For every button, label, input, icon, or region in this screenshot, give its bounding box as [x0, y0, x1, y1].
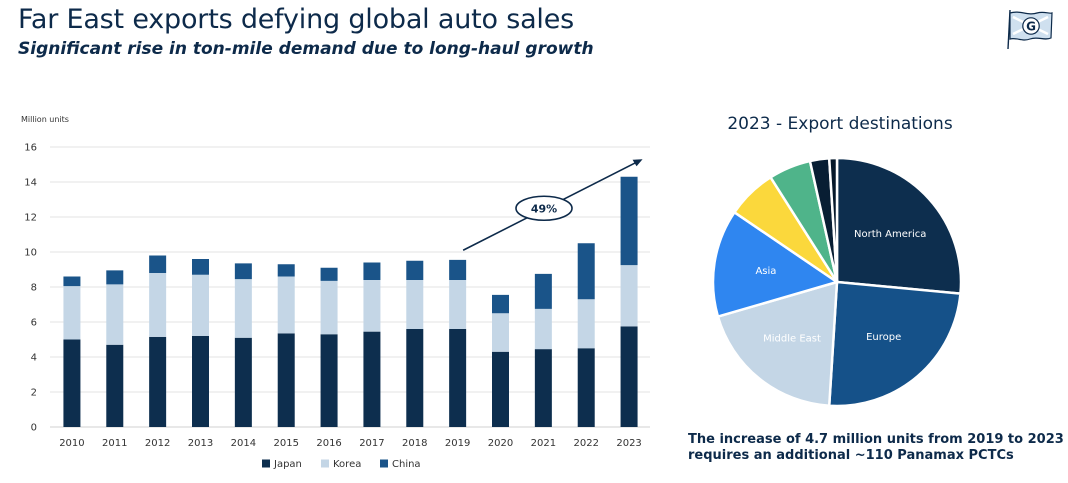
bar-korea-2017	[363, 280, 381, 332]
svg-text:G: G	[1026, 20, 1036, 34]
pie-label-europe: Europe	[866, 332, 901, 343]
y-tick-label: 14	[24, 178, 37, 189]
bar-korea-2023	[620, 265, 638, 327]
growth-callout-ellipse	[515, 195, 573, 222]
x-tick-label: 2016	[316, 438, 341, 449]
bar-korea-2015	[277, 276, 295, 334]
bar-china-2020	[492, 294, 509, 314]
y-tick-label: 4	[31, 353, 37, 364]
y-tick-label: 2	[31, 388, 37, 399]
bar-china-2021	[534, 273, 552, 309]
bar-korea-2020	[492, 313, 509, 352]
pie-slice-europe	[827, 280, 962, 408]
x-tick-label: 2020	[488, 438, 513, 449]
bar-japan-2015	[277, 333, 295, 427]
bar-korea-2022	[577, 299, 595, 349]
x-tick-label: 2015	[273, 438, 298, 449]
bar-china-2014	[234, 263, 252, 280]
bar-japan-2014	[234, 337, 252, 427]
y-tick-label: 0	[31, 423, 37, 434]
bar-china-2019	[449, 259, 467, 280]
y-tick-label: 16	[24, 143, 37, 154]
footnote-line-1: The increase of 4.7 million units from 2…	[688, 432, 1064, 447]
legend-label-korea: Korea	[333, 459, 361, 470]
growth-callout-label: 49%	[531, 202, 557, 215]
pie-chart: North America Europe Middle East Asia	[711, 156, 963, 408]
bar-japan-2023	[620, 326, 638, 427]
bar-korea-2018	[406, 280, 424, 329]
bar-japan-2019	[449, 329, 467, 427]
pie-slice-north-america	[835, 156, 963, 296]
legend-swatch-korea	[321, 459, 329, 468]
bar-korea-2014	[234, 279, 252, 338]
bar-china-2018	[406, 260, 424, 280]
x-tick-label: 2021	[531, 438, 556, 449]
bar-china-2015	[277, 264, 295, 277]
bar-korea-2011	[106, 284, 124, 345]
bar-japan-2022	[577, 348, 595, 427]
page-subtitle: Significant rise in ton-mile demand due …	[18, 39, 594, 59]
flag-g-logo-icon: G	[1007, 9, 1053, 50]
bar-korea-2016	[320, 280, 338, 335]
bar-japan-2021	[534, 349, 552, 427]
bar-korea-2013	[192, 274, 209, 336]
legend-label-china: China	[392, 459, 421, 470]
y-tick-label: 8	[31, 283, 37, 294]
x-tick-label: 2011	[102, 438, 127, 449]
pie-label-middle-east: Middle East	[763, 334, 821, 345]
x-tick-label: 2012	[145, 438, 170, 449]
x-tick-label: 2023	[616, 438, 641, 449]
pie-slice-unlabeled-7	[827, 156, 839, 283]
page-title: Far East exports defying global auto sal…	[18, 4, 574, 35]
y-tick-label: 6	[31, 318, 37, 329]
bar-japan-2018	[406, 329, 424, 427]
x-tick-label: 2018	[402, 438, 427, 449]
x-tick-label: 2013	[188, 438, 213, 449]
bar-japan-2020	[492, 351, 509, 427]
bar-china-2016	[320, 267, 338, 281]
bar-japan-2010	[63, 339, 81, 427]
bar-china-2023	[620, 176, 638, 266]
x-tick-label: 2010	[59, 438, 84, 449]
pie-label-north-america: North America	[854, 229, 926, 240]
bar-china-2017	[363, 262, 381, 280]
legend-swatch-china	[380, 459, 388, 468]
bar-japan-2016	[320, 334, 338, 427]
pie-label-asia: Asia	[755, 266, 776, 277]
bar-japan-2011	[106, 344, 124, 427]
stacked-bar-chart: Million units 0 2 4 6 8 10 12 14 16 2010 2011 2012 20…	[21, 115, 650, 470]
bar-china-2012	[149, 255, 167, 273]
x-tick-label: 2022	[573, 438, 598, 449]
bar-japan-2012	[149, 336, 167, 427]
bar-china-2013	[192, 259, 209, 275]
legend-label-japan: Japan	[273, 459, 302, 470]
pie-slice-asia	[711, 210, 840, 319]
pie-chart-title: 2023 - Export destinations	[727, 114, 953, 134]
bar-china-2010	[63, 276, 81, 287]
y-tick-label: 10	[24, 248, 37, 259]
bar-china-2022	[577, 243, 595, 300]
bar-korea-2019	[449, 280, 467, 329]
y-tick-label: 12	[24, 213, 37, 224]
bar-japan-2013	[192, 336, 209, 427]
legend-swatch-japan	[262, 459, 270, 468]
x-tick-label: 2017	[359, 438, 384, 449]
x-tick-label: 2014	[231, 438, 256, 449]
x-tick-label: 2019	[445, 438, 470, 449]
bar-korea-2010	[63, 286, 81, 340]
bar-korea-2021	[534, 308, 552, 350]
pie-slice-middle-east	[716, 280, 839, 408]
footnote-line-2: requires an additional ~110 Panamax PCTC…	[688, 448, 1014, 463]
bar-japan-2017	[363, 331, 381, 427]
bar-korea-2012	[149, 273, 167, 337]
bar-china-2011	[106, 270, 124, 285]
growth-arrow-head	[632, 159, 643, 167]
footnote: The increase of 4.7 million units from 2…	[688, 432, 1064, 464]
y-axis-unit-label: Million units	[21, 115, 69, 124]
